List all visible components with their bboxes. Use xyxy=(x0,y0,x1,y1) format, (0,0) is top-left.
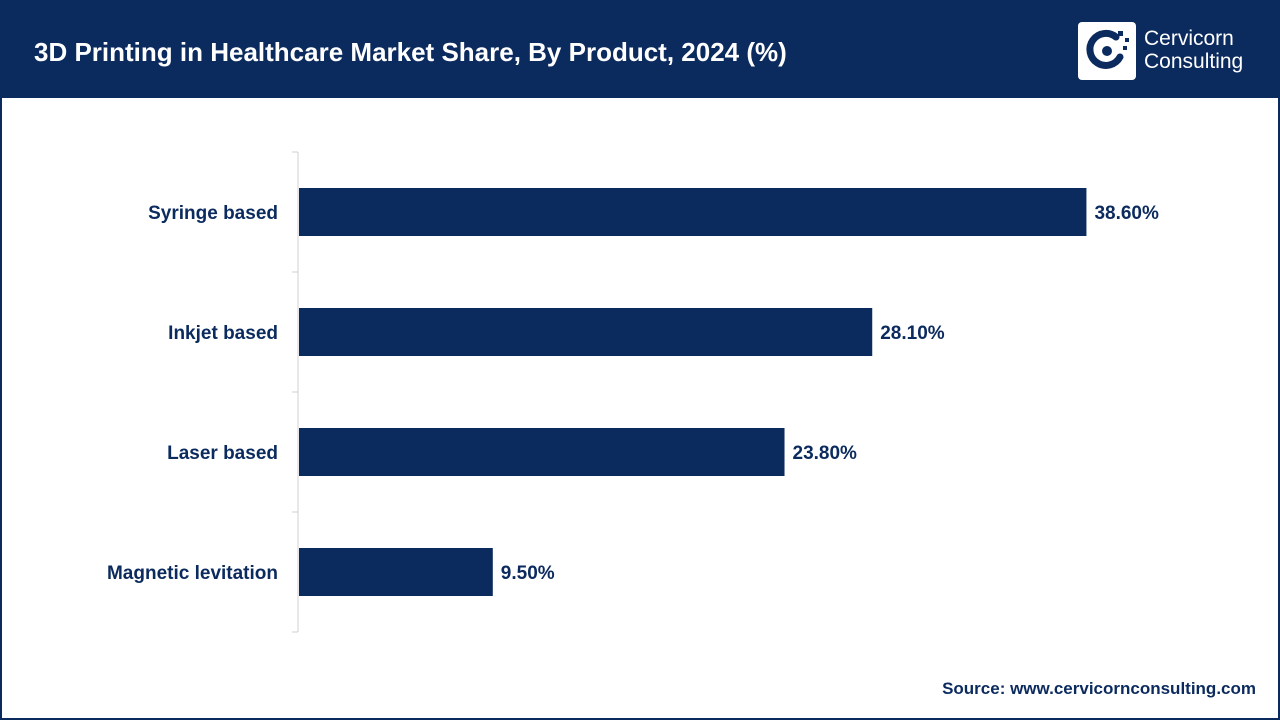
value-label: 9.50% xyxy=(501,563,555,584)
header-bar: 3D Printing in Healthcare Market Share, … xyxy=(2,2,1278,98)
value-label: 38.60% xyxy=(1094,203,1159,224)
bar xyxy=(299,548,493,596)
logo-text: Cervicorn Consulting xyxy=(1144,27,1243,73)
logo-line-1: Cervicorn xyxy=(1144,27,1234,50)
category-label: Laser based xyxy=(167,443,278,464)
brand-logo: Cervicorn Consulting xyxy=(1078,22,1268,80)
bar xyxy=(299,308,873,356)
category-label: Inkjet based xyxy=(168,323,278,344)
source-note: Source: www.cervicornconsulting.com xyxy=(942,679,1256,698)
cervicorn-logo-icon xyxy=(1078,22,1136,80)
logo-line-2: Consulting xyxy=(1144,50,1244,73)
category-label: Magnetic levitation xyxy=(107,563,278,584)
value-label: 23.80% xyxy=(793,443,858,464)
value-label: 28.10% xyxy=(880,323,945,344)
bar xyxy=(299,428,785,476)
bar xyxy=(299,188,1087,236)
category-label: Syringe based xyxy=(148,203,278,224)
chart-title: 3D Printing in Healthcare Market Share, … xyxy=(34,37,787,67)
